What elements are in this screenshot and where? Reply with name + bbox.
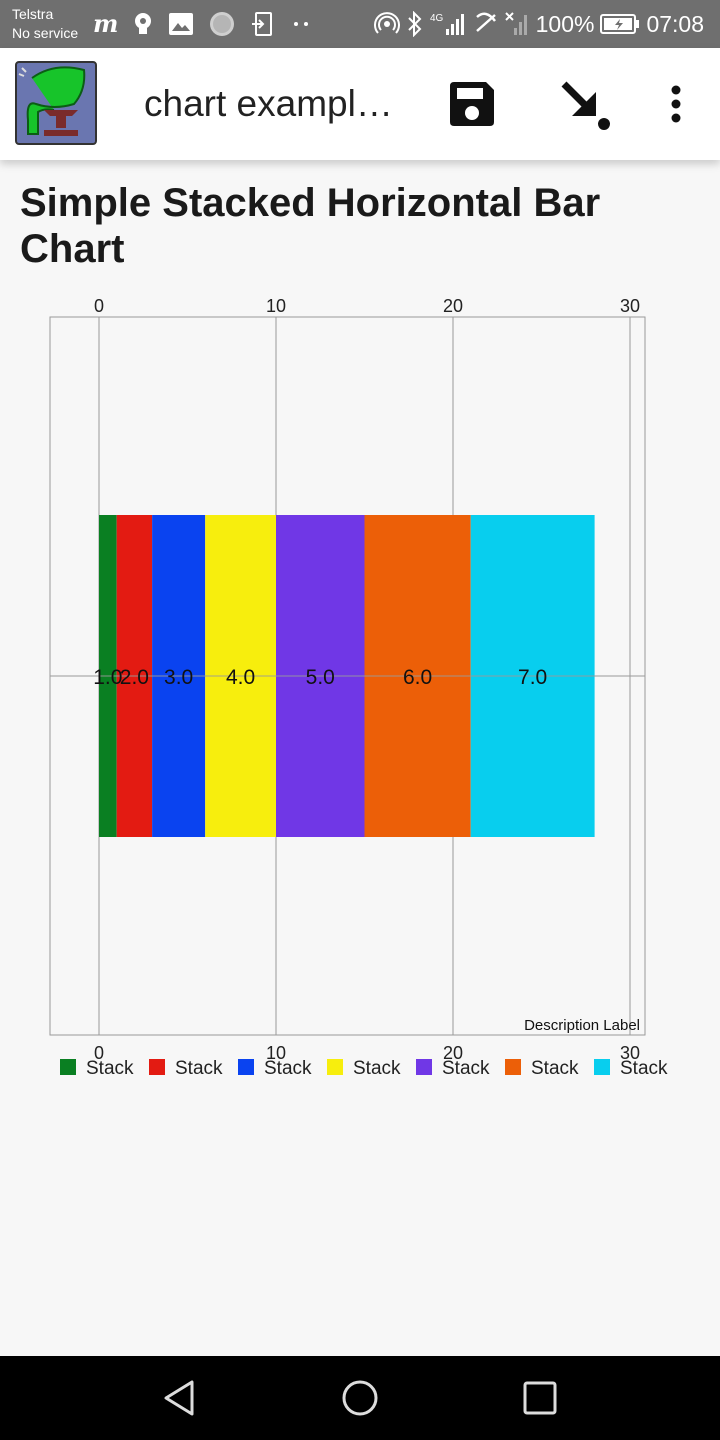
battery-percent: 100% [535,10,595,37]
system-indicators: 4G 100% 07:08 [373,8,704,40]
legend-swatch [416,1059,432,1075]
download-button[interactable] [554,74,614,134]
no-signal-icon [504,11,530,37]
image-icon [168,12,194,36]
page-title: Simple Stacked Horizontal Bar Chart [20,181,601,271]
data-label: 2.0 [120,666,149,689]
stacked-horizontal-bar-chart[interactable]: 0 0 10 10 20 20 30 30 1.02.0 3.0 4.0 5.0 6.0 7.0 Descr… [0,0,720,1100]
data-label: 4.0 [226,666,255,689]
save-button[interactable] [442,74,502,134]
legend-swatch [149,1059,165,1075]
legend-swatch [60,1059,76,1075]
carrier-name: Telstra [12,6,54,22]
exit-icon [250,11,274,37]
m-app-icon: m [92,11,118,37]
legend-label: Stack [620,1058,668,1079]
back-button[interactable] [150,1372,210,1424]
home-circle-icon [342,1380,378,1416]
x-tick-label-top: 10 [266,296,286,316]
save-icon [450,82,494,126]
legend-swatch [238,1059,254,1075]
data-label: 3.0 [164,666,193,689]
svg-text:m: m [93,11,118,37]
more-vertical-icon [671,85,681,123]
data-label: 7.0 [518,666,547,689]
x-tick-label-bottom: 30 [620,1043,640,1063]
legend-label: Stack [442,1058,490,1079]
legend-swatch [327,1059,343,1075]
circle-icon [208,10,236,38]
bluetooth-icon [406,11,424,37]
hotspot-icon [373,11,400,37]
legend-label: Stack [353,1058,401,1079]
x-tick-label-bottom: 0 [94,1043,104,1063]
app-logo [14,60,98,146]
data-label: 6.0 [403,666,432,689]
recents-square-icon [523,1381,557,1415]
signal-icon: 4G [430,11,468,37]
download-arrow-icon [561,81,610,130]
x-tick-label-bottom: 10 [266,1043,286,1063]
legend-label: Stack [264,1058,312,1079]
legend-swatch [594,1059,610,1075]
x-tick-label-top: 0 [94,296,104,316]
no-call-icon [474,11,498,37]
app-bar: chart examples [0,48,720,160]
home-button[interactable] [330,1372,390,1424]
back-triangle-icon [164,1380,194,1416]
service-status: No service [12,25,79,41]
battery-charging-icon [600,13,640,35]
legend-label: Stack [175,1058,223,1079]
legend-swatch [505,1059,521,1075]
more-dots-icon [288,19,316,29]
network-type: 4G [430,13,444,24]
navigation-bar [0,1356,720,1440]
carrier-info: Telstra No service [12,5,78,43]
status-bar: Telstra No service m 4G [0,0,720,48]
legend-label: Stack [531,1058,579,1079]
legend-label: Stack [86,1058,134,1079]
lightbulb-icon [132,11,154,37]
notification-icons: m [92,8,316,40]
x-tick-label-top: 30 [620,296,640,316]
x-tick-label-top: 20 [443,296,463,316]
overflow-menu-button[interactable] [646,74,706,134]
clock: 07:08 [646,10,704,37]
recents-button[interactable] [510,1372,570,1424]
x-tick-label-bottom: 20 [443,1043,463,1063]
description-label: Description Label [524,1017,640,1034]
data-label: 1.0 [93,666,122,689]
data-label: 5.0 [306,666,335,689]
